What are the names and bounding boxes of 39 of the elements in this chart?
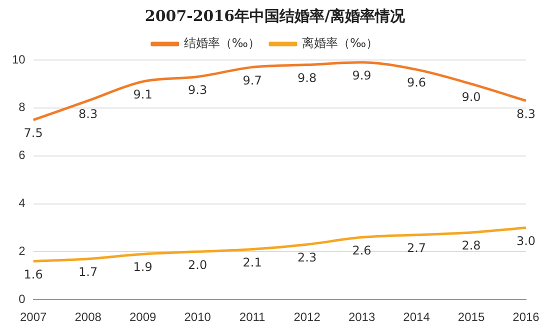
- legend-label: 离婚率（‰）: [302, 36, 378, 50]
- data-label: 2.7: [406, 241, 426, 256]
- data-label: 9.7: [242, 73, 262, 88]
- data-label: 1.7: [78, 264, 98, 279]
- x-tick-label: 2007: [20, 310, 48, 324]
- data-label: 2.1: [242, 255, 262, 270]
- data-label: 9.9: [352, 68, 372, 83]
- data-label: 9.6: [406, 76, 426, 90]
- x-tick-label: 2016: [512, 310, 540, 324]
- data-label: 9.0: [462, 90, 481, 104]
- x-tick-label: 2011: [239, 310, 266, 324]
- data-label: 1.6: [24, 267, 43, 282]
- data-label: 8.3: [516, 106, 536, 121]
- x-tick-label: 2008: [74, 310, 102, 324]
- data-label: 2.8: [462, 238, 481, 253]
- x-tick-label: 2013: [348, 310, 376, 324]
- x-tick-label: 2009: [129, 310, 156, 324]
- data-label: 2.6: [352, 243, 372, 258]
- x-tick-label: 2012: [294, 310, 321, 324]
- y-tick-label: 6: [18, 148, 26, 162]
- data-label: 1.9: [133, 260, 152, 274]
- y-tick-label: 8: [18, 100, 26, 114]
- legend-label: 结婚率（‰）: [184, 36, 260, 50]
- y-tick-label: 2: [18, 244, 26, 258]
- data-label: 9.8: [297, 70, 317, 85]
- data-label: 3.0: [516, 234, 536, 248]
- chart-title: 2007-2016年中国结婚率/离婚率情况: [144, 6, 406, 27]
- data-label: 9.1: [133, 88, 152, 102]
- y-tick-label: 10: [12, 52, 26, 66]
- data-label: 2.0: [188, 258, 208, 272]
- y-tick-label: 0: [18, 292, 26, 306]
- data-label: 8.3: [78, 106, 98, 121]
- data-label: 9.3: [188, 82, 208, 97]
- data-label: 2.3: [297, 250, 317, 265]
- x-tick-label: 2015: [458, 310, 485, 324]
- data-label: 7.5: [24, 126, 43, 140]
- x-tick-label: 2010: [184, 310, 212, 324]
- y-tick-label: 4: [18, 196, 26, 210]
- x-tick-label: 2014: [403, 310, 430, 324]
